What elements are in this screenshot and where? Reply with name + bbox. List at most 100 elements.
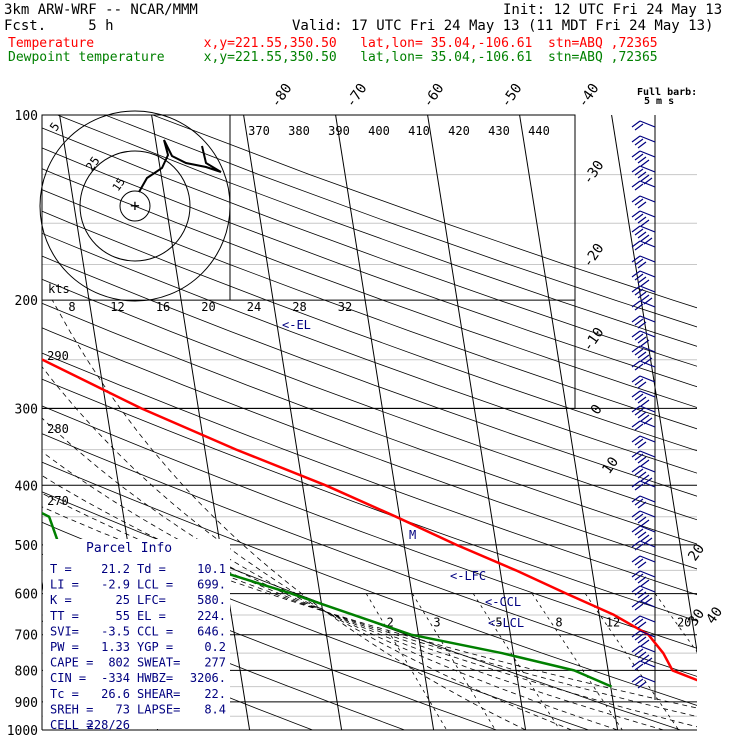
parcel-value: 224. xyxy=(197,609,226,623)
dry-adiabat xyxy=(42,352,697,596)
wind-barb xyxy=(631,465,656,485)
mixing-ratio-line xyxy=(365,593,447,730)
parcel-value: -334 xyxy=(101,671,130,685)
isotherm-line xyxy=(243,115,343,730)
mixing-ratio-label-3: 3 xyxy=(433,616,440,630)
wind-barb xyxy=(631,615,656,629)
hodograph-kts-label: kts xyxy=(48,282,70,296)
parcel-value: -3.5 xyxy=(101,624,130,638)
hodograph-speed-tick: 20 xyxy=(201,300,215,314)
parcel-value: 73 xyxy=(116,702,130,716)
pressure-label-900: 900 xyxy=(15,696,38,711)
isotherm-label: -50 xyxy=(498,81,526,111)
hodograph-speed-tick: 32 xyxy=(338,300,352,314)
hodograph-ring xyxy=(79,150,191,262)
barb-legend-unit: 5 m s xyxy=(644,96,674,107)
mixing-ratio-label-12: 12 xyxy=(606,616,620,630)
parcel-label: HWBZ= xyxy=(137,671,173,685)
wind-barb xyxy=(631,300,656,311)
lfc-marker: <-LFC xyxy=(450,569,486,583)
parcel-value: -2.9 xyxy=(101,578,130,592)
theta-label: 370 xyxy=(248,124,270,138)
parcel-value: 277 xyxy=(204,656,226,670)
dry-adiabat xyxy=(42,189,697,430)
wind-barb xyxy=(631,510,656,527)
wind-barb xyxy=(631,660,656,671)
pressure-label-800: 800 xyxy=(15,664,38,679)
wind-barb xyxy=(631,600,656,611)
wind-barb xyxy=(631,120,656,131)
wind-barb xyxy=(631,480,656,491)
parcel-info-box xyxy=(43,539,230,729)
temperature-legend: Temperature x,y=221.55,350.50 lat,lon= 3… xyxy=(8,36,658,51)
dry-adiabat xyxy=(42,302,697,545)
pressure-label-400: 400 xyxy=(15,479,38,494)
isotherm-label: -80 xyxy=(268,81,296,111)
isotherm-line xyxy=(427,115,527,730)
hodograph-speed-tick: 16 xyxy=(156,300,170,314)
el-marker: <-EL xyxy=(282,318,311,332)
hodograph-trace xyxy=(138,139,222,193)
dry-adiabat xyxy=(42,378,697,622)
dry-adiabat xyxy=(42,147,697,388)
moist-adiabat xyxy=(42,366,572,730)
parcel-value: 0.2 xyxy=(204,640,226,654)
wind-barb xyxy=(631,315,656,329)
pressure-label-500: 500 xyxy=(15,539,38,554)
parcel-label: SVI= xyxy=(50,624,79,638)
parcel-label: CIN = xyxy=(50,671,86,685)
moist-adiabat xyxy=(42,492,697,717)
isotherm-label: -20 xyxy=(580,241,608,271)
parcel-label: CAPE = xyxy=(50,656,93,670)
isotherm-label: -60 xyxy=(420,81,448,111)
hodograph-ring-label: 15 xyxy=(110,175,128,193)
parcel-value: 699. xyxy=(197,578,226,592)
pressure-label-200: 200 xyxy=(15,294,38,309)
dry-adiabat xyxy=(42,405,697,649)
barb-legend-title: Full barb: xyxy=(637,87,697,98)
dry-adiabat xyxy=(42,168,697,408)
wind-barb xyxy=(631,585,656,605)
pressure-label-300: 300 xyxy=(15,402,38,417)
parcel-label: SREH = xyxy=(50,702,93,716)
isotherm-line xyxy=(335,115,435,730)
wind-barb xyxy=(631,195,656,209)
parcel-label: Td = xyxy=(137,562,166,576)
parcel-value: 646. xyxy=(197,624,226,638)
lcl-marker: <-LCL xyxy=(488,616,524,630)
wind-barb xyxy=(631,180,656,191)
mixing-ratio-line xyxy=(412,593,496,730)
moist-adiabat xyxy=(42,451,664,730)
pressure-label-100: 100 xyxy=(15,109,38,124)
hodograph-speed-tick: 12 xyxy=(110,300,124,314)
parcel-label: LI = xyxy=(50,578,79,592)
wind-barb xyxy=(631,390,656,407)
parcel-value: 8.4 xyxy=(204,702,226,716)
dry-adiabat xyxy=(42,433,697,677)
theta-label: 290 xyxy=(47,349,69,363)
wind-barb xyxy=(631,375,656,389)
wind-barb xyxy=(631,570,656,587)
parcel-value: 21.2 xyxy=(101,562,130,576)
hodograph-ring-label: 25 xyxy=(83,154,103,174)
parcel-value: 228/26 xyxy=(87,718,130,732)
parcel-label: LCL = xyxy=(137,578,173,592)
dewpoint-legend: Dewpoint temperature x,y=221.55,350.50 l… xyxy=(8,50,658,65)
parcel-value: 55 xyxy=(116,609,130,623)
wind-barb xyxy=(631,135,656,149)
theta-label: 270 xyxy=(47,494,69,508)
moist-adiabat xyxy=(42,475,697,728)
plot-frame-upper xyxy=(41,114,576,409)
isotherm-label: -30 xyxy=(580,158,608,188)
isotherm-label: -70 xyxy=(343,81,371,111)
parcel-label: CELL = xyxy=(50,718,93,732)
parcel-label: T = xyxy=(50,562,72,576)
dry-adiabat xyxy=(42,278,697,521)
mixing-ratio-label-5: 5 xyxy=(495,616,502,630)
mixing-ratio-line xyxy=(531,593,623,730)
parcel-label: PW = xyxy=(50,640,79,654)
parcel-value: 802 xyxy=(108,656,130,670)
moist-adiabat xyxy=(42,506,697,709)
parcel-value: 10.1 xyxy=(197,562,226,576)
parcel-label: SHEAR= xyxy=(137,687,180,701)
